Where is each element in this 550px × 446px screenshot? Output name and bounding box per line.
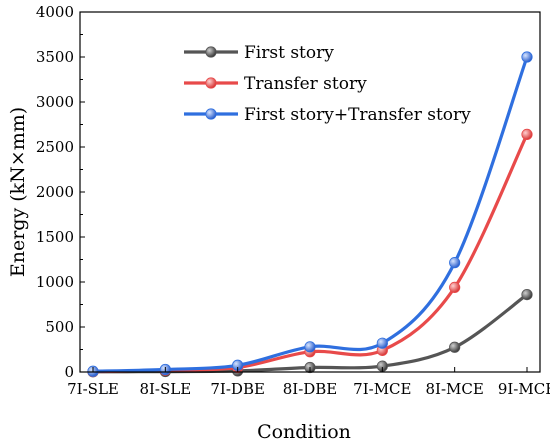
x-tick-label: 7I-MCE [353,380,411,398]
legend-label: First story [244,43,334,63]
x-tick-label: 8I-MCE [426,380,484,398]
axis-layer: 0 500 1000 1500 2000 2500 3000 3500 4000 7I-SLE 8I… [36,3,550,398]
series-1 [87,288,533,378]
y-tick-label: 0 [64,363,74,381]
y-tick-label: 3000 [36,93,74,111]
x-tick-label: 7I-SLE [67,380,119,398]
y-tick-label: 500 [45,318,74,336]
legend-marker [205,77,217,89]
y-tick-label: 2500 [36,138,74,156]
y-tick-label: 4000 [36,3,74,21]
series-layer [87,51,533,378]
legend-marker [205,46,217,58]
data-point [449,341,461,353]
plot-frame [79,11,541,373]
data-point [449,257,461,269]
data-point [304,341,316,353]
data-point [521,51,533,63]
x-tick-label: 8I-SLE [139,380,191,398]
legend: First story Transfer story First story+Tra… [184,43,471,125]
x-tick-label: 7I-DBE [210,380,265,398]
data-point [449,281,461,293]
data-point [521,288,533,301]
data-point [376,337,388,349]
y-tick-label: 1000 [36,273,74,291]
y-tick-label: 1500 [36,228,74,246]
y-tick-label: 3500 [36,48,74,66]
x-tick-label: 9I-MCE [498,380,550,398]
legend-label: First story+Transfer story [244,105,471,125]
series-3 [87,51,533,377]
y-tick-label: 2000 [36,183,74,201]
series-line [92,133,529,374]
x-axis-title: Condition [257,421,351,443]
data-point [521,128,533,140]
series-line [92,293,528,374]
y-axis-title: Energy (kN×mm) [7,107,29,277]
legend-marker [205,108,217,120]
x-tick-label: 8I-DBE [283,380,338,398]
legend-label: Transfer story [244,74,367,94]
